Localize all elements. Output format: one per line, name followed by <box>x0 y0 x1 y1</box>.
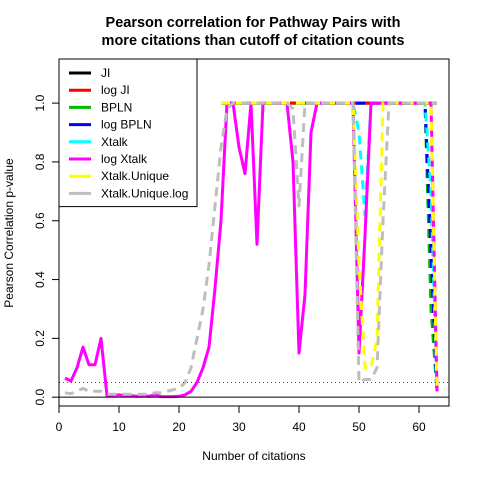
y-axis-label: Pearson Correlation p-value <box>2 158 16 308</box>
legend-label-log-xtalk: log Xtalk <box>101 152 148 166</box>
y-tick-label: 0.0 <box>33 389 47 406</box>
x-tick-label: 30 <box>232 420 246 434</box>
x-tick-label: 20 <box>172 420 186 434</box>
y-tick-label: 0.6 <box>33 212 47 229</box>
legend-label-xtalk: Xtalk <box>101 135 129 149</box>
legend-label-bpln: BPLN <box>101 100 132 114</box>
legend-label-ji: JI <box>101 66 110 80</box>
y-axis: 0.0 0.2 0.4 0.6 0.8 1.0 <box>33 94 60 406</box>
x-tick-label: 60 <box>412 420 426 434</box>
x-axis: 0 10 20 30 40 50 60 <box>56 405 426 434</box>
y-tick-label: 0.8 <box>33 153 47 170</box>
legend-label-log-ji: log JI <box>101 83 130 97</box>
legend-label-xtalk-unique: Xtalk.Unique <box>101 169 169 183</box>
legend: JI log JI BPLN log BPLN Xtalk log Xtalk Xtalk.… <box>58 58 198 208</box>
legend-box <box>58 58 198 208</box>
reference-lines <box>59 381 449 398</box>
x-tick-label: 0 <box>56 420 63 434</box>
x-tick-label: 10 <box>112 420 126 434</box>
y-tick-label: 1.0 <box>33 94 47 111</box>
chart-title-line-2: more citations than cutoff of citation c… <box>102 33 405 49</box>
x-tick-label: 40 <box>292 420 306 434</box>
y-tick-label: 0.2 <box>33 330 47 347</box>
y-tick-label: 0.4 <box>33 271 47 288</box>
x-axis-label: Number of citations <box>202 449 305 463</box>
series-line-xtalk-unique-log <box>64 101 437 396</box>
plot-lines <box>64 101 439 399</box>
chart-title-line-1: Pearson correlation for Pathway Pairs wi… <box>106 15 401 31</box>
legend-label-xtalk-unique-log: Xtalk.Unique.log <box>101 186 188 200</box>
legend-label-log-bpln: log BPLN <box>101 118 152 132</box>
x-tick-label: 50 <box>352 420 366 434</box>
